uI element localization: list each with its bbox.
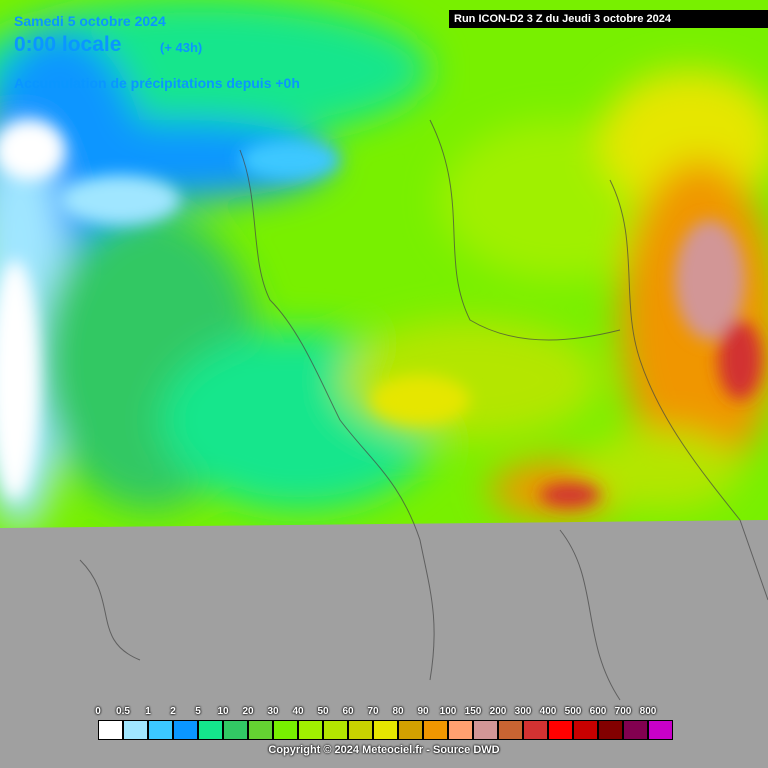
legend-swatch (98, 720, 123, 740)
borders (79, 119, 768, 701)
legend-label: 50 (317, 706, 329, 717)
legend-label: 500 (564, 706, 582, 717)
legend-swatch (273, 720, 298, 740)
precip-field (0, 0, 768, 528)
legend-swatch (548, 720, 573, 740)
legend-swatch (598, 720, 623, 740)
legend-swatch (148, 720, 173, 740)
legend-label: 2 (170, 706, 176, 717)
legend-swatch (498, 720, 523, 740)
legend-label: 0.5 (116, 706, 130, 717)
legend-swatch (473, 720, 498, 740)
legend-label: 90 (417, 706, 429, 717)
legend-swatch (523, 720, 548, 740)
legend-swatch (223, 720, 248, 740)
forecast-date: Samedi 5 octobre 2024 (14, 13, 166, 29)
legend-label: 70 (367, 706, 379, 717)
legend-label: 20 (242, 706, 254, 717)
forecast-time: 0:00 locale (14, 33, 122, 56)
product-title: Accumulation de précipitations depuis +0… (14, 75, 300, 91)
legend-swatch (623, 720, 648, 740)
legend-label: 40 (292, 706, 304, 717)
legend-swatch (448, 720, 473, 740)
legend-label: 80 (392, 706, 404, 717)
legend-swatch (648, 720, 673, 740)
legend-swatch (198, 720, 223, 740)
legend-label: 1 (145, 706, 151, 717)
legend-label: 200 (489, 706, 507, 717)
model-run: Run ICON-D2 3 Z du Jeudi 3 octobre 2024 (449, 10, 768, 28)
legend-swatch (423, 720, 448, 740)
legend-label: 400 (539, 706, 557, 717)
legend-label: 300 (514, 706, 532, 717)
legend-swatch (373, 720, 398, 740)
legend-swatch (398, 720, 423, 740)
legend-swatch (248, 720, 273, 740)
lead-time: (+ 43h) (160, 40, 203, 55)
legend-swatch (573, 720, 598, 740)
legend-swatch (323, 720, 348, 740)
legend-swatch (298, 720, 323, 740)
legend-swatch (348, 720, 373, 740)
legend-label: 150 (464, 706, 482, 717)
legend-label: 10 (217, 706, 229, 717)
legend-label: 600 (589, 706, 607, 717)
legend-label: 60 (342, 706, 354, 717)
legend-label: 700 (614, 706, 632, 717)
legend-swatch (173, 720, 198, 740)
legend-label: 800 (639, 706, 657, 717)
legend-label: 30 (267, 706, 279, 717)
legend-swatch (123, 720, 148, 740)
copyright: Copyright © 2024 Meteociel.fr - Source D… (268, 744, 500, 756)
legend-label: 0 (95, 706, 101, 717)
legend-label: 100 (439, 706, 457, 717)
legend-label: 5 (195, 706, 201, 717)
